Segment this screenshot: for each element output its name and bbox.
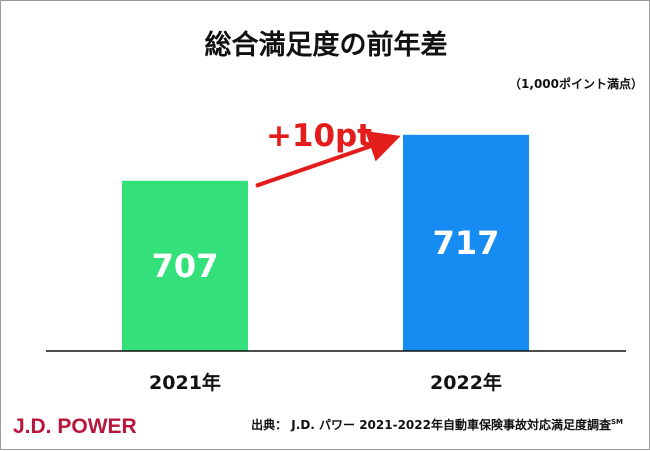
source-note: 出典： J.D. パワー 2021-2022年自動車保険事故対応満足度調査SM [251,417,623,432]
bars-layer: 707 717 [122,134,529,351]
bar-1 [122,180,248,351]
bar-value-label-2: 717 [433,224,500,262]
jd-power-logo: J.D. POWER [13,415,137,438]
service-mark: SM [611,418,623,426]
increase-arrow [255,131,401,188]
x-tick-layer: 2021年 2022年 [149,371,502,394]
bar-value-label-1: 707 [152,247,219,285]
chart-title: 総合満足度の前年差 [205,29,448,61]
increase-label: +10pt [266,118,372,154]
x-tick-label-2: 2022年 [430,371,502,394]
unit-note: （1,000ポイント満点） [509,76,643,91]
bar-2 [403,134,529,351]
source-text: 出典： J.D. パワー 2021-2022年自動車保険事故対応満足度調査 [251,417,612,432]
x-tick-label-1: 2021年 [149,371,221,394]
